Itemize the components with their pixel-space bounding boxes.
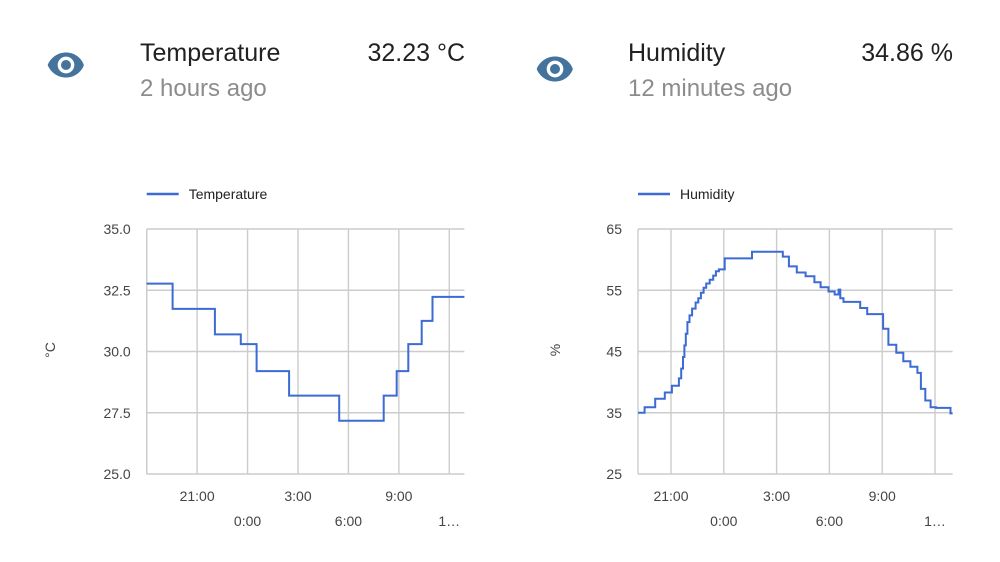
svg-text:9:00: 9:00	[385, 488, 412, 504]
svg-text:6:00: 6:00	[816, 513, 843, 529]
svg-text:65: 65	[606, 221, 622, 237]
entity-title-row: Temperature 32.23 °C	[140, 37, 465, 70]
svg-text:45: 45	[606, 344, 622, 360]
entity-name: Humidity	[628, 39, 726, 67]
svg-text:35: 35	[606, 405, 622, 421]
last-changed-label: 12 minutes ago	[628, 75, 793, 102]
eye-icon	[46, 45, 86, 85]
svg-text:30.0: 30.0	[103, 344, 130, 360]
svg-text:0:00: 0:00	[710, 513, 737, 529]
sensor-card-temperature: Temperature 32.23 °C 2 hours ago 35.0 32.…	[0, 37, 500, 560]
svg-text:%: %	[547, 344, 563, 356]
svg-text:1…: 1…	[924, 513, 946, 529]
svg-text:21:00: 21:00	[180, 488, 215, 504]
svg-text:1…: 1…	[438, 513, 460, 529]
last-changed-label: 2 hours ago	[140, 75, 267, 102]
svg-text:3:00: 3:00	[763, 488, 790, 504]
svg-text:Humidity: Humidity	[680, 186, 734, 202]
entity-state-value: 32.23 °C	[367, 39, 465, 67]
svg-text:32.5: 32.5	[103, 282, 130, 298]
svg-text:9:00: 9:00	[869, 488, 896, 504]
entity-name: Temperature	[140, 39, 281, 67]
entity-title-row: Humidity 34.86 %	[628, 37, 953, 70]
svg-text:27.5: 27.5	[103, 405, 130, 421]
svg-text:25: 25	[606, 466, 622, 482]
svg-text:°C: °C	[42, 342, 58, 358]
temperature-history-chart[interactable]: 35.0 32.5 30.0 27.5 25.0 21:00 0:00 3:00 6:00 9:0…	[0, 160, 500, 560]
svg-text:Temperature: Temperature	[189, 186, 268, 202]
humidity-history-chart[interactable]: 65 55 45 35 25 21:00 0:00 3:00 6:00 9:00 1…% Humidi…	[500, 160, 1000, 560]
svg-text:0:00: 0:00	[234, 513, 261, 529]
svg-text:6:00: 6:00	[335, 513, 362, 529]
entity-header-text: Temperature 32.23 °C 2 hours ago	[140, 37, 465, 104]
eye-icon	[535, 49, 575, 89]
svg-text:3:00: 3:00	[284, 488, 311, 504]
svg-text:35.0: 35.0	[103, 221, 130, 237]
entity-header-text: Humidity 34.86 % 12 minutes ago	[628, 37, 953, 104]
entity-state-value: 34.86 %	[861, 39, 953, 67]
svg-text:55: 55	[606, 282, 622, 298]
svg-text:25.0: 25.0	[103, 466, 130, 482]
svg-text:21:00: 21:00	[653, 488, 688, 504]
sensor-card-humidity: Humidity 34.86 % 12 minutes ago 65 55 45 35…	[500, 0, 1000, 562]
